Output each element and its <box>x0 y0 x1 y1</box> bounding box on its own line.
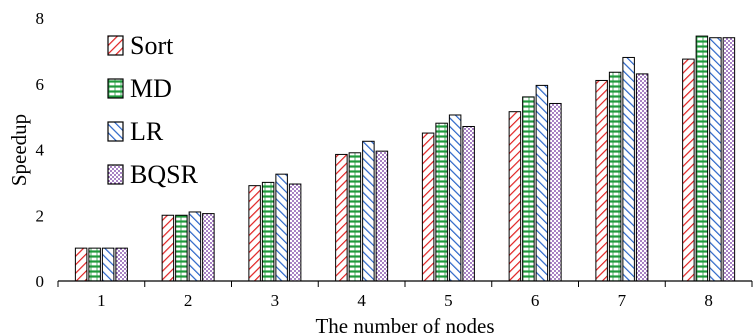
bar-sort-8 <box>682 58 695 282</box>
bar-bqsr-2 <box>202 213 215 282</box>
x-axis-ticks: 1 2 3 4 5 6 7 8 <box>57 281 753 310</box>
legend-swatch-lr <box>107 121 124 142</box>
x-tick-label: 4 <box>357 291 366 310</box>
legend-swatch-bqsr <box>107 164 124 185</box>
x-tick-label: 1 <box>97 291 106 310</box>
legend: Sort MD LR BQSR <box>107 31 199 189</box>
bar-lr-4 <box>362 140 375 282</box>
y-tick-label: 2 <box>36 206 45 225</box>
bar-sort-2 <box>161 214 175 282</box>
y-tick-label: 0 <box>36 272 45 291</box>
legend-swatch-sort <box>107 35 124 56</box>
bar-bqsr-1 <box>115 247 128 282</box>
legend-label-md: MD <box>130 74 172 103</box>
bar-md-1 <box>88 247 101 282</box>
bar-sort-7 <box>595 79 608 282</box>
bar-md-5 <box>435 122 448 282</box>
bar-md-4 <box>348 152 362 282</box>
legend-label-sort: Sort <box>130 31 174 60</box>
x-tick-label: 7 <box>618 291 627 310</box>
legend-label-lr: LR <box>130 117 164 146</box>
bar-sort-4 <box>335 153 348 282</box>
y-axis-ticks: 0 2 4 6 8 <box>36 9 45 291</box>
bar-lr-7 <box>622 56 635 282</box>
bar-md-3 <box>261 181 275 282</box>
x-axis-title: The number of nodes <box>315 314 494 336</box>
y-tick-label: 8 <box>36 9 45 28</box>
bar-lr-3 <box>275 173 288 282</box>
bar-bqsr-8 <box>722 37 736 282</box>
bar-lr-6 <box>535 84 549 282</box>
bar-md-7 <box>608 71 622 282</box>
bars-layer <box>74 35 736 282</box>
bar-lr-2 <box>188 211 202 282</box>
bar-lr-5 <box>448 114 462 282</box>
bar-bqsr-4 <box>375 150 389 282</box>
bar-md-2 <box>175 214 188 282</box>
x-tick-label: 5 <box>444 291 453 310</box>
y-axis-title: Speedup <box>7 114 31 186</box>
bar-bqsr-5 <box>462 125 475 282</box>
bar-sort-3 <box>248 185 261 282</box>
x-tick-label: 6 <box>531 291 540 310</box>
bar-md-6 <box>522 96 535 282</box>
bar-sort-1 <box>74 247 88 282</box>
bar-sort-5 <box>421 132 435 282</box>
bar-lr-1 <box>101 247 115 282</box>
bar-bqsr-7 <box>635 73 649 282</box>
y-tick-label: 4 <box>36 141 45 160</box>
legend-label-bqsr: BQSR <box>130 160 199 189</box>
bar-lr-8 <box>709 37 722 282</box>
x-tick-label: 3 <box>271 291 280 310</box>
y-tick-label: 6 <box>36 75 45 94</box>
legend-swatch-md <box>107 78 124 99</box>
bar-md-8 <box>695 35 709 282</box>
bar-sort-6 <box>508 111 522 282</box>
x-tick-label: 8 <box>704 291 713 310</box>
x-tick-label: 2 <box>184 291 193 310</box>
bar-bqsr-6 <box>549 102 562 282</box>
bar-bqsr-3 <box>288 183 302 282</box>
